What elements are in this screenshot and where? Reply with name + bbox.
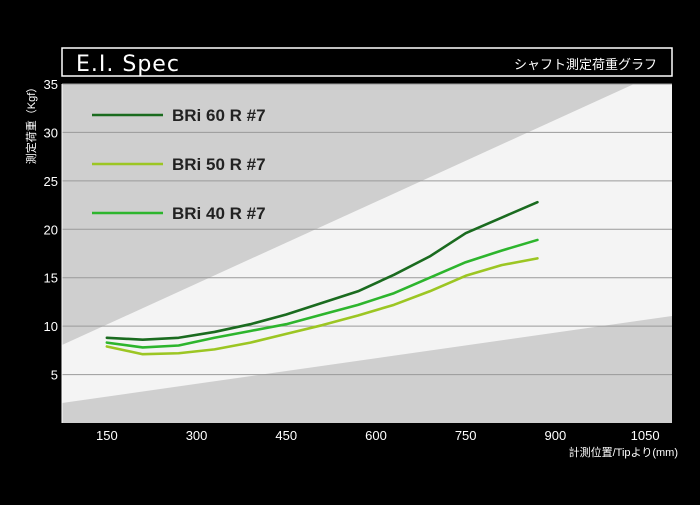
series-line-1: [105, 257, 539, 356]
y-tick-label: 15: [44, 271, 58, 286]
plot-band-bottom: [62, 316, 672, 423]
x-axis-label: 計測位置/Tipより(mm): [569, 445, 678, 459]
x-tick-label: 150: [96, 428, 118, 443]
header-title: E.I. Spec: [76, 52, 180, 77]
y-tick-label: 35: [44, 77, 58, 92]
x-tick-label: 900: [545, 428, 567, 443]
legend-label-0: BRi 60 R #7: [172, 106, 266, 125]
y-tick-label: 30: [44, 125, 58, 140]
x-tick-label: 450: [275, 428, 297, 443]
x-tick-label: 600: [365, 428, 387, 443]
header-subtitle: シャフト測定荷重グラフ: [514, 57, 657, 72]
legend-label-1: BRi 50 R #7: [172, 155, 266, 174]
y-tick-label: 5: [51, 368, 58, 383]
plot-band-top: [62, 84, 634, 345]
x-tick-label: 750: [455, 428, 477, 443]
series-line-2: [105, 238, 539, 349]
legend-label-2: BRi 40 R #7: [172, 204, 266, 223]
y-tick-label: 25: [44, 174, 58, 189]
y-tick-label: 10: [44, 319, 58, 334]
x-tick-label: 300: [186, 428, 208, 443]
y-tick-label: 20: [44, 222, 58, 237]
y-axis-label: 測定荷重（Kgf）: [24, 82, 38, 165]
series-line-0: [105, 200, 539, 342]
x-tick-label: 1050: [631, 428, 660, 443]
header-box: [61, 47, 673, 77]
